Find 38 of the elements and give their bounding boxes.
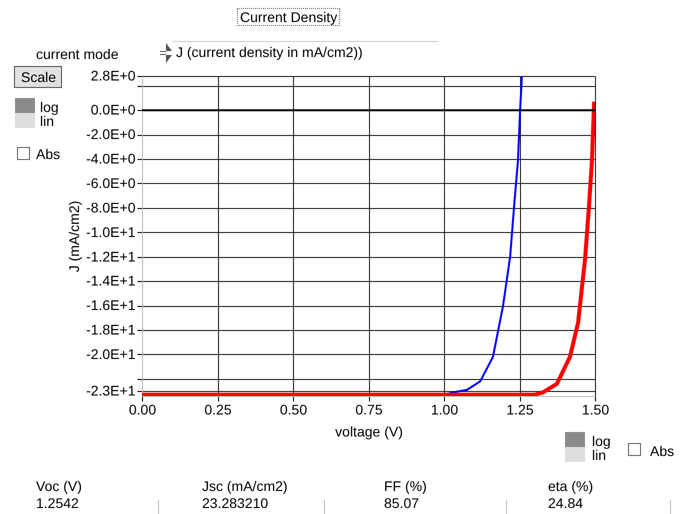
y-tick-label: 2.8E+0 (90, 68, 136, 84)
x-tick-label: 1.50 (582, 402, 610, 418)
y-tick-label: -1.8E+1 (86, 322, 136, 338)
y-tick-label: 0.0E+0 (90, 102, 136, 118)
text: current mode (36, 46, 118, 62)
text: Scale (21, 69, 56, 85)
y-tick-label: -2.3E+1 (86, 382, 136, 399)
text: FF (%) (384, 478, 427, 494)
y-tick-label: -8.0E+0 (86, 199, 136, 216)
x-tick-label: 0.25 (204, 402, 232, 418)
y-tick-label: -4.0E+0 (86, 150, 136, 167)
text: log (40, 99, 59, 115)
x-tick-label: 1.25 (506, 402, 534, 418)
text: Abs (36, 146, 60, 162)
text: Abs (650, 443, 674, 459)
text: Voc (V) (36, 478, 82, 494)
y-tick-label: -1.6E+1 (86, 297, 136, 314)
x-tick-label: 1.00 (430, 402, 458, 418)
text: 24.84 (548, 495, 584, 511)
y-tick-label: -1.0E+1 (86, 224, 136, 240)
y-tick-label: -2.0E+1 (86, 346, 136, 362)
x-tick-label: 0.00 (128, 402, 156, 418)
text: 1.2542 (36, 495, 79, 511)
y-axis-title: J (mA/cm2) (66, 200, 82, 272)
text: J (current density in mA/cm2)) (176, 44, 363, 60)
x-axis-title: voltage (V) (335, 424, 403, 440)
y-tick-label: -6.0E+0 (86, 174, 136, 191)
x-tick-label: 0.50 (280, 402, 308, 418)
y-tick-label: -2.0E+0 (86, 126, 136, 142)
text: Jsc (mA/cm2) (202, 478, 288, 494)
x-tick-label: 0.75 (355, 402, 383, 418)
y-tick-label: -1.2E+1 (86, 248, 136, 264)
text: eta (%) (548, 478, 594, 494)
text: log (592, 433, 611, 449)
chart-title: Current Density (237, 8, 340, 26)
text: 23.283210 (202, 495, 268, 511)
text: 85.07 (384, 495, 420, 511)
y-tick-label: -1.4E+1 (86, 272, 136, 289)
